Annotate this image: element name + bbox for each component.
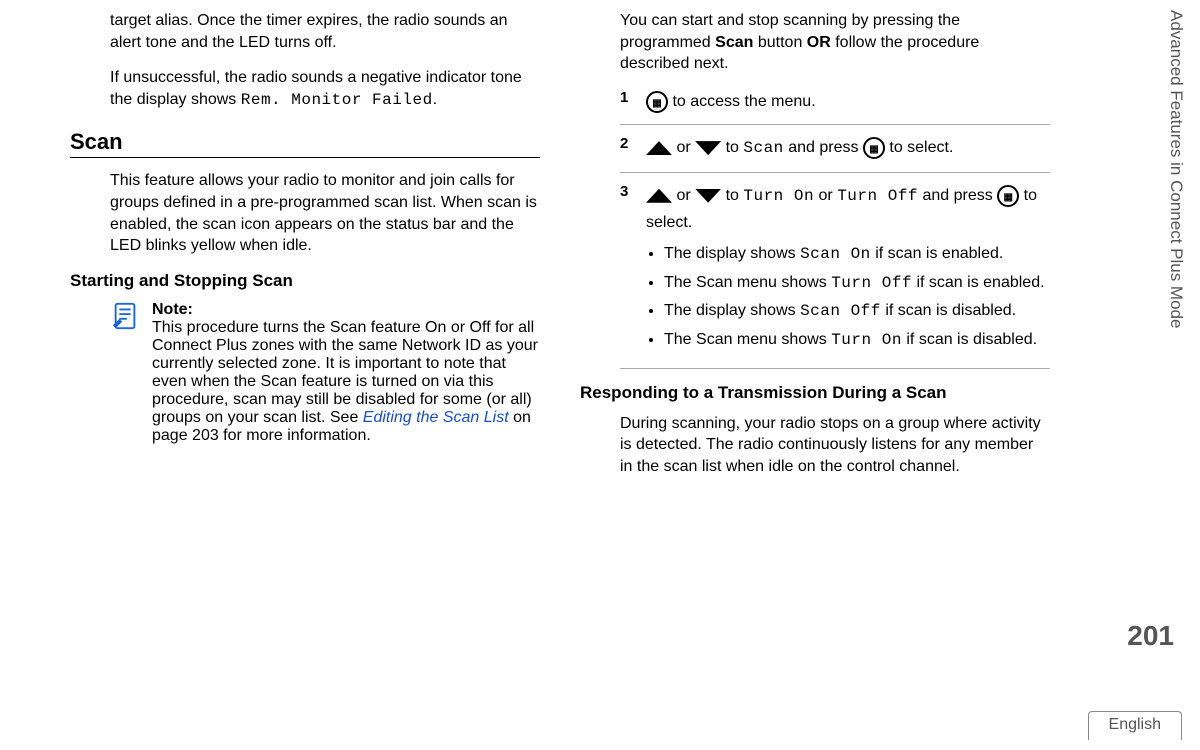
bold-text: Scan bbox=[715, 34, 753, 51]
text: The display shows bbox=[664, 302, 800, 319]
list-item: The Scan menu shows Turn Off if scan is … bbox=[664, 272, 1050, 295]
text: or bbox=[814, 187, 837, 204]
text: to select. bbox=[885, 139, 953, 156]
step-number: 2 bbox=[620, 135, 646, 162]
step-number: 1 bbox=[620, 89, 646, 115]
text: if scan is disabled. bbox=[902, 331, 1037, 348]
step-1: 1 to access the menu. bbox=[620, 89, 1050, 126]
text: The Scan menu shows bbox=[664, 274, 831, 291]
code-text: Turn Off bbox=[831, 274, 912, 292]
bullet-list: The display shows Scan On if scan is ena… bbox=[646, 243, 1050, 351]
left-column: target alias. Once the timer expires, th… bbox=[70, 10, 560, 740]
step-body: or to Scan and press to select. bbox=[646, 135, 1050, 162]
ok-button-icon bbox=[863, 137, 885, 159]
up-arrow-icon bbox=[646, 189, 672, 203]
step-3: 3 or to Turn On or Turn Off and press to… bbox=[620, 183, 1050, 369]
page-content: target alias. Once the timer expires, th… bbox=[0, 0, 1120, 750]
code-text: Scan Off bbox=[800, 302, 881, 320]
text: The display shows bbox=[664, 245, 800, 262]
text: if scan is enabled. bbox=[912, 274, 1045, 291]
right-column: You can start and stop scanning by press… bbox=[560, 10, 1050, 740]
section-heading-scan: Scan bbox=[70, 129, 540, 158]
text: if scan is disabled. bbox=[881, 302, 1016, 319]
list-item: The display shows Scan Off if scan is di… bbox=[664, 300, 1050, 323]
down-arrow-icon bbox=[695, 141, 721, 155]
ok-button-icon bbox=[997, 185, 1019, 207]
text: or bbox=[672, 187, 695, 204]
note-label: Note: bbox=[152, 301, 540, 319]
paragraph: This feature allows your radio to monito… bbox=[110, 170, 540, 256]
subheading-responding: Responding to a Transmission During a Sc… bbox=[580, 383, 1050, 403]
step-body: to access the menu. bbox=[646, 89, 1050, 115]
text: and press bbox=[918, 187, 997, 204]
page-number: 201 bbox=[1127, 620, 1174, 652]
text: . bbox=[433, 91, 437, 108]
code-text: Scan bbox=[743, 139, 783, 157]
down-arrow-icon bbox=[695, 189, 721, 203]
code-text: Turn On bbox=[831, 331, 902, 349]
up-arrow-icon bbox=[646, 141, 672, 155]
text: The Scan menu shows bbox=[664, 331, 831, 348]
language-tab: English bbox=[1088, 711, 1182, 740]
bold-text: OR bbox=[807, 34, 831, 51]
subheading-start-stop: Starting and Stopping Scan bbox=[70, 271, 540, 291]
side-tab-title: Advanced Features in Connect Plus Mode bbox=[1166, 10, 1186, 450]
paragraph: You can start and stop scanning by press… bbox=[620, 10, 1050, 75]
text: or bbox=[672, 139, 695, 156]
note-text: Note: This procedure turns the Scan feat… bbox=[152, 301, 540, 445]
note-block: Note: This procedure turns the Scan feat… bbox=[110, 301, 540, 445]
list-item: The Scan menu shows Turn On if scan is d… bbox=[664, 329, 1050, 352]
step-2: 2 or to Scan and press to select. bbox=[620, 135, 1050, 173]
code-text: Turn On bbox=[743, 187, 814, 205]
text: and press bbox=[784, 139, 863, 156]
paragraph: During scanning, your radio stops on a g… bbox=[620, 413, 1050, 478]
text: to access the menu. bbox=[668, 93, 816, 110]
paragraph: target alias. Once the timer expires, th… bbox=[110, 10, 540, 53]
text: to bbox=[721, 187, 743, 204]
code-text: Scan On bbox=[800, 245, 871, 263]
note-icon bbox=[110, 301, 146, 445]
link-editing-scan-list[interactable]: Editing the Scan List bbox=[363, 409, 509, 426]
text: if scan is enabled. bbox=[871, 245, 1004, 262]
code-text: Turn Off bbox=[837, 187, 918, 205]
text: button bbox=[753, 34, 806, 51]
paragraph: If unsuccessful, the radio sounds a nega… bbox=[110, 67, 540, 111]
list-item: The display shows Scan On if scan is ena… bbox=[664, 243, 1050, 266]
code-text: Rem. Monitor Failed bbox=[241, 91, 433, 109]
step-body: or to Turn On or Turn Off and press to s… bbox=[646, 183, 1050, 358]
menu-button-icon bbox=[646, 91, 668, 113]
note-body: This procedure turns the Scan feature On… bbox=[152, 319, 540, 445]
text: to bbox=[721, 139, 743, 156]
step-number: 3 bbox=[620, 183, 646, 358]
